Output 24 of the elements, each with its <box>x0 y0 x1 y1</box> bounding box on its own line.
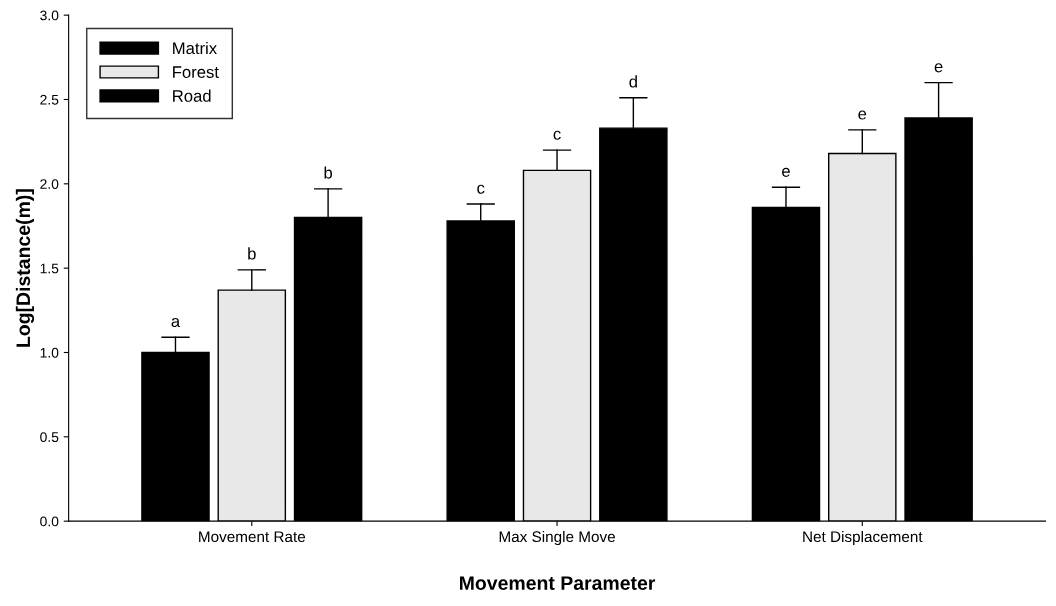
data-label: c <box>553 130 561 140</box>
data-label: a <box>171 317 181 328</box>
data-label: e <box>934 63 943 73</box>
x-tick-label: Net Displacement <box>803 530 923 546</box>
data-label: c <box>477 184 485 194</box>
y-tick-label: 2.5 <box>40 94 59 105</box>
data-label: e <box>858 110 867 120</box>
x-tick-label: Max Single Move <box>499 530 615 546</box>
data-label: e <box>782 167 790 177</box>
y-axis-title: Log[Distance(m)] <box>15 189 35 347</box>
data-label: d <box>629 75 637 88</box>
legend-label: Forest <box>173 66 219 78</box>
y-tick-label: 3.0 <box>40 10 59 21</box>
x-axis-title: Movement Parameter <box>460 576 656 590</box>
y-tick-label: 1.5 <box>40 263 59 274</box>
y-tick-label: 2.0 <box>40 179 59 189</box>
data-label: b <box>324 166 333 179</box>
y-tick-label: 1.0 <box>40 347 59 358</box>
x-tick-label: Movement Rate <box>199 531 306 543</box>
y-tick-label: 0.0 <box>40 516 59 527</box>
y-tick-label: 0.5 <box>40 432 59 442</box>
legend-label: Road <box>173 89 211 102</box>
legend-label: Matrix <box>173 41 217 55</box>
data-label: b <box>248 247 256 260</box>
